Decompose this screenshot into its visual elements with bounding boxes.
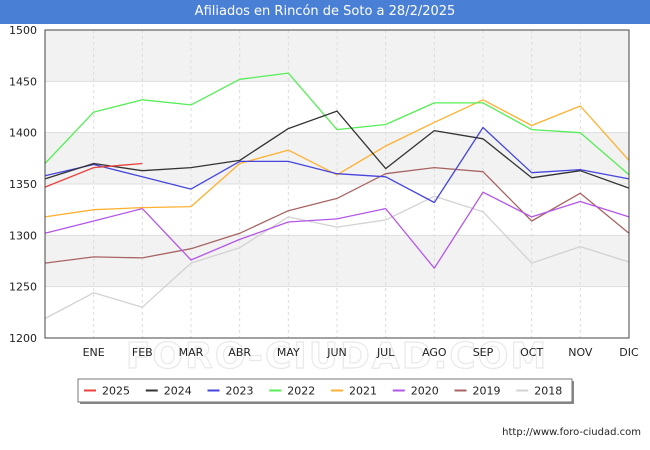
series-line-2019 bbox=[44, 166, 630, 264]
legend-label: 2024 bbox=[164, 385, 192, 398]
legend-label: 2018 bbox=[534, 385, 562, 398]
chart-title: Afiliados en Rincón de Soto a 28/2/2025 bbox=[0, 0, 650, 24]
series-lines bbox=[44, 72, 630, 320]
y-tick-label: 1450 bbox=[9, 75, 37, 88]
y-tick-label: 1400 bbox=[9, 127, 37, 140]
legend-label: 2019 bbox=[473, 385, 501, 398]
legend-label: 2020 bbox=[411, 385, 439, 398]
series-line-2021 bbox=[44, 99, 630, 218]
x-tick-label: DIC bbox=[619, 346, 639, 359]
y-tick-label: 1250 bbox=[9, 281, 37, 294]
x-tick-label: JUL bbox=[376, 346, 395, 359]
series-line-2020 bbox=[44, 191, 630, 269]
legend-box bbox=[77, 378, 573, 403]
y-tick-label: 1350 bbox=[9, 178, 37, 191]
x-tick-label: ABR bbox=[228, 346, 251, 359]
watermark: FORO-CIUDAD.COM bbox=[125, 335, 548, 377]
x-tick-label: JUN bbox=[326, 346, 347, 359]
y-tick-label: 1200 bbox=[9, 332, 37, 345]
watermark-text: FORO-CIUDAD.COM bbox=[126, 336, 548, 377]
x-tick-label: ENE bbox=[83, 346, 105, 359]
x-tick-label: NOV bbox=[568, 346, 593, 359]
legend-label: 2021 bbox=[349, 385, 377, 398]
series-line-2022 bbox=[44, 72, 630, 176]
source-url[interactable]: http://www.foro-ciudad.com bbox=[502, 427, 641, 438]
legend-label: 2023 bbox=[226, 385, 254, 398]
y-tick-label: 1500 bbox=[9, 24, 37, 37]
x-tick-label: OCT bbox=[520, 346, 543, 359]
series-line-2024 bbox=[44, 110, 630, 189]
x-tick-label: AGO bbox=[422, 346, 447, 359]
series-line-2025 bbox=[44, 162, 143, 188]
y-tick-label: 1300 bbox=[9, 229, 37, 242]
x-tick-label: MAY bbox=[277, 346, 300, 359]
series-line-2023 bbox=[44, 126, 630, 204]
series-line-2018 bbox=[44, 195, 630, 320]
x-tick-label: MAR bbox=[179, 346, 204, 359]
legend: 2025 2024 2023 2022 2021 2020 2019 2018 bbox=[77, 378, 574, 404]
x-tick-label: FEB bbox=[132, 346, 153, 359]
axes: 1200 1250 1300 1350 1400 1450 1500 ENE FEB MAR ABR… bbox=[9, 24, 639, 359]
legend-label: 2022 bbox=[287, 385, 315, 398]
legend-label: 2025 bbox=[102, 385, 130, 398]
plot-frame bbox=[44, 29, 630, 339]
x-tick-label: SEP bbox=[473, 346, 494, 359]
